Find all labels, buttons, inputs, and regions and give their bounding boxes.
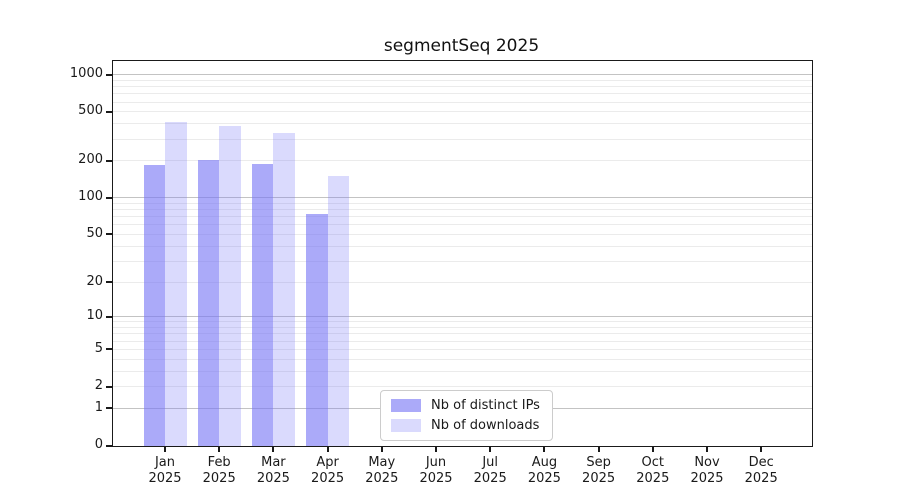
x-axis-tick: [597, 446, 600, 452]
y-gridline-major: [113, 197, 812, 199]
y-tick-label: 1000: [69, 66, 103, 82]
y-axis-tick: [106, 385, 112, 388]
y-tick-label: 50: [86, 225, 103, 241]
bar-downloads: [327, 175, 350, 446]
legend-label-downloads: Nb of downloads: [431, 418, 540, 433]
legend: Nb of distinct IPs Nb of downloads: [380, 390, 553, 441]
y-axis-tick: [106, 281, 112, 284]
y-gridline-minor: [113, 86, 812, 88]
x-axis-tick: [760, 446, 763, 452]
y-gridline-major: [113, 316, 812, 318]
bar-distinct-ips: [197, 160, 220, 446]
y-gridline-minor: [113, 340, 812, 342]
y-gridline-minor: [113, 386, 812, 388]
bar-downloads: [273, 132, 295, 446]
y-tick-label: 0: [94, 437, 103, 452]
y-tick-label: 20: [86, 273, 103, 289]
x-tick-label: Oct 2025: [636, 455, 670, 486]
x-axis-tick: [326, 446, 329, 452]
x-axis-tick: [435, 446, 437, 452]
x-axis-tick: [164, 446, 166, 452]
x-tick-label: Jun 2025: [419, 455, 453, 486]
y-gridline-minor: [113, 321, 812, 323]
y-axis-tick: [106, 444, 112, 447]
x-tick-label: Apr 2025: [311, 455, 345, 486]
y-axis-tick: [106, 348, 112, 351]
y-gridline-minor: [113, 111, 812, 113]
x-tick-label: Nov 2025: [690, 455, 724, 486]
x-tick-label: Jan 2025: [148, 455, 182, 486]
y-gridline-minor: [113, 370, 812, 372]
x-tick-label: Feb 2025: [202, 455, 236, 486]
y-gridline-minor: [113, 245, 812, 247]
x-tick-label: May 2025: [365, 455, 399, 486]
y-gridline-minor: [113, 79, 812, 81]
y-axis-tick: [106, 159, 112, 162]
x-axis-tick: [218, 446, 221, 452]
legend-label-distinct-ips: Nb of distinct IPs: [431, 398, 540, 413]
y-gridline-minor: [113, 160, 812, 162]
y-tick-label: 500: [78, 103, 103, 119]
x-tick-label: Jul 2025: [473, 455, 507, 486]
y-gridline-minor: [113, 260, 812, 262]
legend-swatch-downloads-icon: [391, 419, 421, 432]
x-tick-label: Mar 2025: [256, 455, 290, 486]
y-axis-tick: [106, 407, 112, 410]
plot-area: Nb of distinct IPs Nb of downloads 0 1 2 5 1…: [70, 60, 813, 486]
chart-title: segmentSeq 2025: [383, 36, 540, 56]
y-gridline-minor: [113, 202, 812, 204]
y-gridline-minor: [113, 93, 812, 95]
bar-distinct-ips: [251, 164, 274, 446]
bar-distinct-ips: [143, 164, 165, 446]
y-axis-tick: [106, 110, 112, 113]
x-tick-label: Sep 2025: [582, 455, 616, 486]
x-tick-label: Dec 2025: [744, 455, 778, 486]
y-tick-label: 200: [78, 152, 103, 168]
y-axis-tick: [106, 196, 112, 199]
y-gridline-minor: [113, 348, 812, 350]
y-gridline-minor: [113, 101, 812, 103]
legend-swatch-distinct-ips-icon: [391, 399, 421, 412]
y-axis-tick: [106, 73, 112, 76]
legend-item-downloads: Nb of downloads: [391, 418, 540, 433]
y-gridline-minor: [113, 138, 812, 140]
bar-distinct-ips: [306, 214, 328, 446]
y-gridline-minor: [113, 327, 812, 329]
y-axis-tick: [106, 233, 112, 236]
y-gridline-major: [113, 74, 812, 76]
bar-downloads: [165, 121, 187, 446]
x-axis-tick: [489, 446, 492, 452]
y-gridline-minor: [113, 281, 812, 283]
x-axis-tick: [706, 446, 708, 452]
y-gridline-minor: [113, 224, 812, 226]
x-tick-label: Aug 2025: [527, 455, 561, 486]
y-gridline-minor: [113, 123, 812, 125]
y-gridline-minor: [113, 209, 812, 211]
x-axis-tick: [651, 446, 654, 452]
y-gridline-minor: [113, 333, 812, 335]
y-tick-label: 10: [86, 308, 103, 324]
bar-downloads: [219, 126, 241, 446]
y-gridline-minor: [113, 233, 812, 235]
y-gridline-minor: [113, 358, 812, 360]
y-tick-label: 100: [78, 189, 103, 205]
x-axis-tick: [543, 446, 546, 452]
y-gridline-minor: [113, 216, 812, 218]
x-axis-tick: [380, 446, 383, 452]
legend-item-distinct-ips: Nb of distinct IPs: [391, 398, 540, 413]
y-tick-label: 5: [94, 340, 103, 356]
y-axis-tick: [106, 315, 112, 318]
y-tick-label: 2: [94, 378, 103, 394]
x-axis-tick: [272, 446, 275, 452]
y-tick-label: 1: [94, 399, 103, 415]
